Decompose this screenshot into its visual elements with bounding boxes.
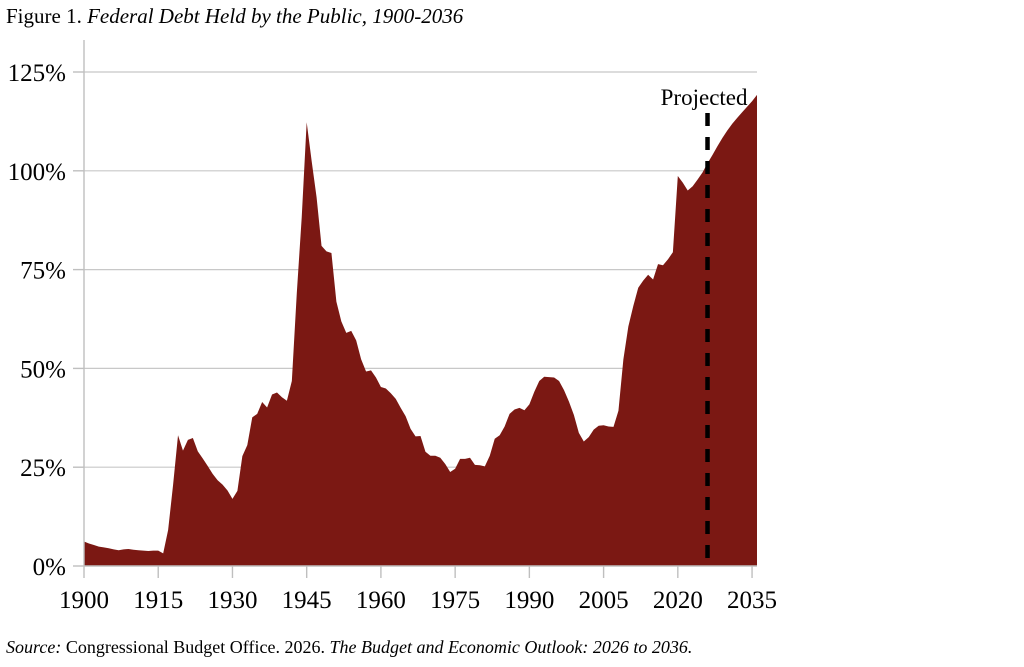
source-prefix: Source: [6,637,62,657]
area-chart: 0% 25% 50% 75% 100% 125% 1900 1915 1930 1945 1960… [8,40,777,610]
x-tick-label: 1990 [504,587,554,610]
x-tick-label: 1915 [133,587,183,610]
debt-area-series [84,94,757,567]
x-tick-label: 2005 [579,587,629,610]
x-tick-label: 1945 [282,587,332,610]
x-tick-label: 2020 [653,587,703,610]
x-tick-label: 1900 [59,587,109,610]
x-tick-label: 1960 [356,587,406,610]
y-tick-label: 100% [8,159,66,186]
x-tick-label: 1975 [430,587,480,610]
x-tick-label: 1930 [207,587,257,610]
projected-annotation-label: Projected [661,85,748,110]
figure-title-text: Federal Debt Held by the Public, 1900-20… [87,4,464,28]
source-note: Source: Congressional Budget Office. 202… [6,636,692,658]
source-body: Congressional Budget Office. 2026. [65,637,325,657]
x-axis-labels: 1900 1915 1930 1945 1960 1975 1990 2005 2020 2035 [59,587,777,610]
y-tick-label: 125% [8,60,66,87]
figure-title: Figure 1. Federal Debt Held by the Publi… [6,3,463,29]
y-axis-labels: 0% 25% 50% 75% 100% 125% [8,60,66,581]
x-axis-ticks [83,566,753,578]
y-tick-label: 75% [20,258,66,285]
y-tick-label: 25% [20,455,66,482]
y-tick-label: 0% [33,554,66,581]
figure-number: Figure 1. [6,4,82,28]
y-tick-label: 50% [20,356,66,383]
source-publication: The Budget and Economic Outlook: 2026 to… [329,637,693,657]
x-tick-label: 2035 [727,587,777,610]
chart-area: 0% 25% 50% 75% 100% 125% 1900 1915 1930 1945 1960… [0,40,820,610]
y-axis-ticks [73,71,84,567]
